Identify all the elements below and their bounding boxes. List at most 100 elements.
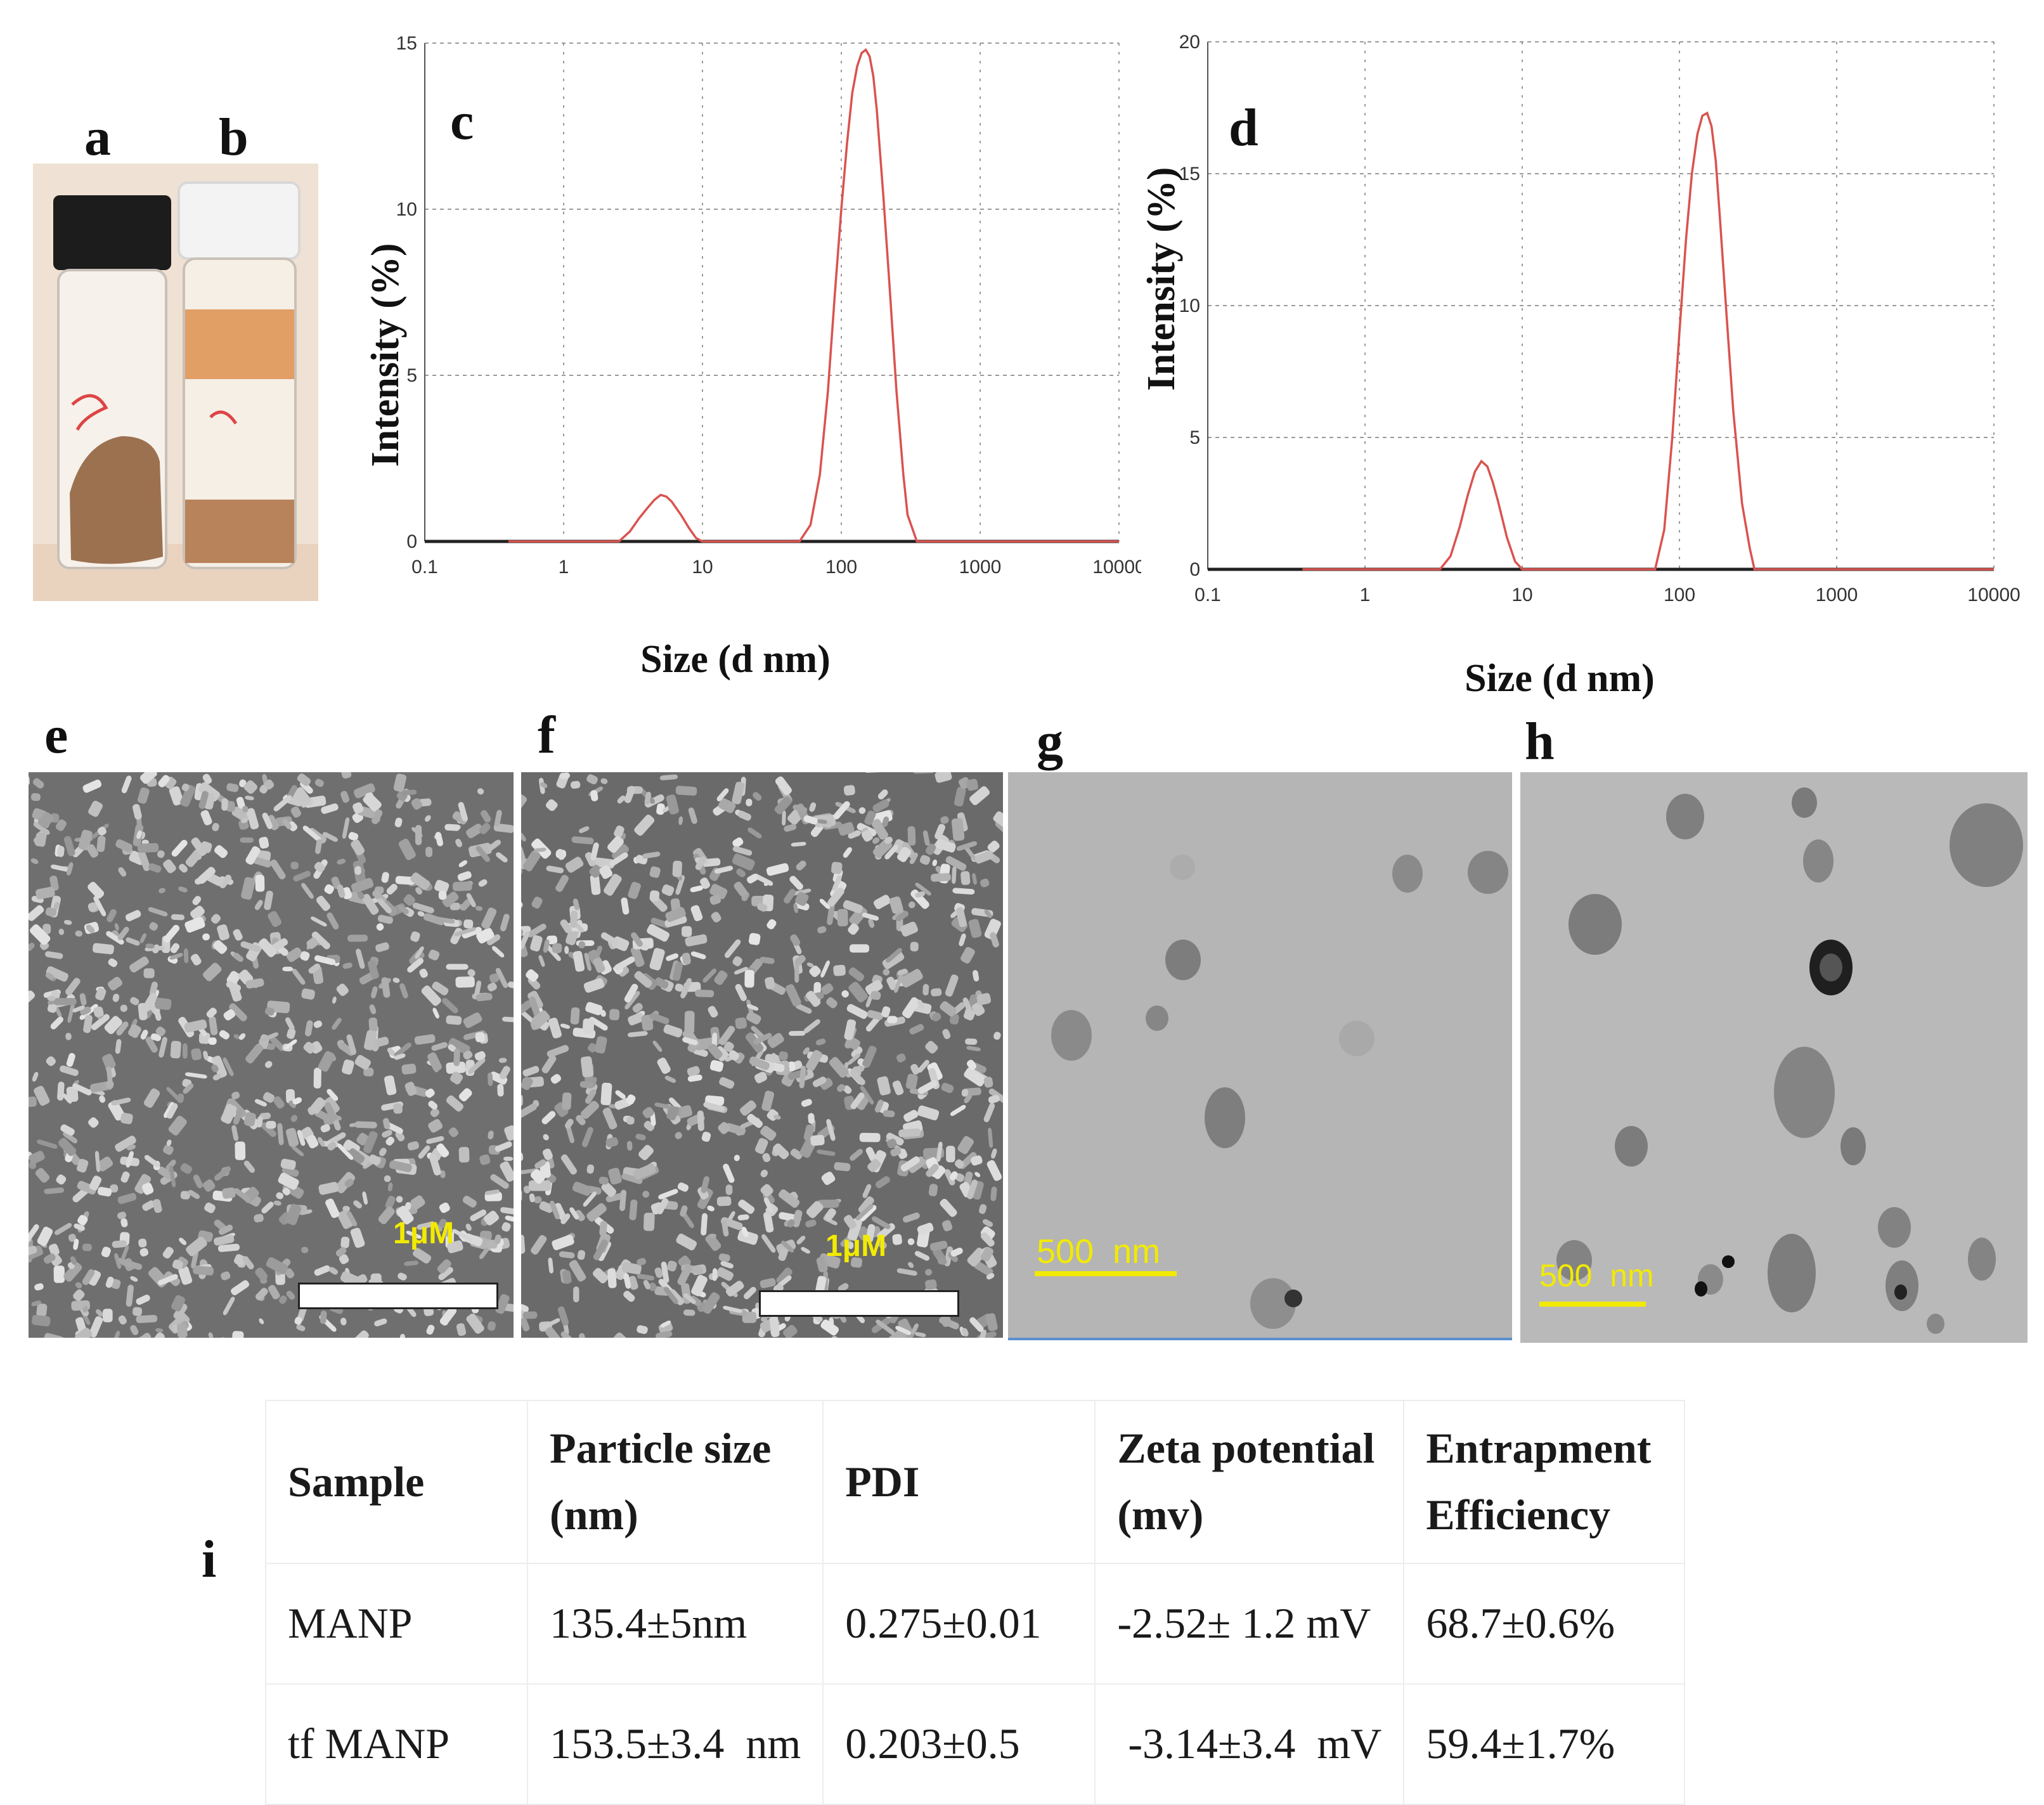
sem-particle (450, 1071, 463, 1085)
panel-label-i: i (202, 1530, 217, 1589)
sem-particle (682, 1037, 698, 1045)
sem-particle (226, 783, 239, 793)
sem-particle (259, 1318, 264, 1324)
sem-particle (273, 1200, 281, 1206)
sem-particle (701, 1213, 708, 1236)
sem-particle (490, 1174, 509, 1189)
sem-particle (342, 817, 350, 839)
table-cell: 0.203±0.5 (822, 1683, 1096, 1805)
sem-particle (475, 846, 490, 862)
sem-particle (521, 868, 523, 878)
sem-particle (169, 1165, 176, 1187)
sem-particle (231, 1091, 240, 1099)
sem-particle (145, 1037, 158, 1053)
sem-particle (972, 970, 980, 982)
sem-particle (983, 1077, 993, 1088)
sem-particle (579, 1081, 594, 1089)
sem-particle (376, 923, 384, 931)
sem-particle (29, 1224, 39, 1244)
chart-c-xtick-label: 1 (559, 557, 569, 578)
sem-particle (398, 838, 416, 860)
sem-particle (991, 1148, 997, 1159)
sem-particle (70, 1256, 77, 1265)
sem-particle (784, 824, 797, 832)
sem-particle (538, 955, 545, 967)
sem-particle (157, 850, 165, 858)
chart-d-xtick-label: 0.1 (1194, 585, 1221, 605)
sem-particle (971, 1002, 985, 1016)
sem-particle (615, 1090, 626, 1099)
sem-particle (75, 1328, 93, 1338)
sem-particle (641, 1014, 654, 1031)
sem-particle (572, 898, 579, 910)
sem-particle (467, 969, 475, 977)
sem-particle (314, 955, 335, 966)
sem-particle (87, 881, 105, 899)
chart-c-ytick-label: 10 (396, 199, 417, 220)
table-row: tf MANP 153.5±3.4 nm 0.203±0.5 -3.14±3.4… (264, 1683, 1685, 1805)
sem-particle (961, 870, 971, 885)
sem-particle (438, 1267, 453, 1281)
sem-particle (932, 1165, 946, 1179)
sem-particle (415, 887, 423, 895)
sem-particle (578, 826, 590, 833)
sem-particle (909, 852, 918, 864)
sem-particle (75, 1282, 82, 1289)
sem-particle (781, 1240, 794, 1253)
sem-particle (130, 997, 139, 1006)
sem-particle (881, 1006, 891, 1018)
sem-particle (709, 895, 721, 905)
sem-particle (401, 789, 417, 796)
sem-particle (817, 1149, 836, 1156)
sem-particle (171, 839, 188, 857)
sem-particle (386, 884, 398, 895)
sem-particle (203, 1051, 209, 1061)
sem-particle (973, 1260, 993, 1276)
sem-particle (972, 873, 977, 885)
sem-particle (774, 796, 792, 815)
sem-particle (796, 860, 806, 870)
sem-particle (945, 974, 959, 997)
sem-particle (332, 1018, 342, 1030)
sem-particle (327, 1141, 337, 1151)
table-cell: 68.7±0.6% (1403, 1562, 1685, 1685)
sem-particle (714, 970, 728, 985)
chart-d-xlabel: Size (d nm) (1465, 657, 1655, 700)
sem-particle (703, 1102, 725, 1112)
sem-particle (32, 1071, 39, 1082)
panel-label-h: h (1525, 712, 1555, 771)
sem-particle (407, 957, 424, 973)
sem-particle (821, 983, 834, 995)
sem-particle (504, 1125, 514, 1141)
sem-particle (848, 1241, 854, 1250)
sem-particle (521, 832, 526, 842)
sem-particle (167, 1103, 178, 1119)
sem-particle (593, 1239, 608, 1260)
chart-c-grid (424, 42, 1120, 542)
sem-particle (404, 1260, 419, 1266)
sem-particle (528, 1180, 551, 1191)
sem-particle (709, 1233, 717, 1238)
sem-particle (120, 1171, 130, 1183)
sem-particle (483, 1210, 499, 1226)
sem-particle (288, 1100, 297, 1108)
sem-particle (371, 809, 383, 824)
sem-particle (466, 1313, 484, 1334)
sem-particle (474, 1051, 486, 1061)
sem-particle (838, 822, 855, 836)
sem-particle (884, 844, 899, 860)
sem-particle (553, 1203, 566, 1220)
sem-particle (987, 840, 1000, 853)
sem-particle (873, 895, 891, 909)
sem-particle (30, 793, 41, 801)
sem-particle (337, 884, 346, 898)
sem-particle (559, 772, 570, 779)
sem-particle (346, 1034, 356, 1055)
sem-particle (849, 944, 870, 953)
sem-particle (521, 1264, 522, 1280)
sem-particle (395, 1130, 405, 1142)
sem-particle (182, 1043, 188, 1059)
sem-particle (680, 1205, 688, 1217)
sem-particle (45, 907, 57, 917)
sem-particle (97, 826, 107, 836)
